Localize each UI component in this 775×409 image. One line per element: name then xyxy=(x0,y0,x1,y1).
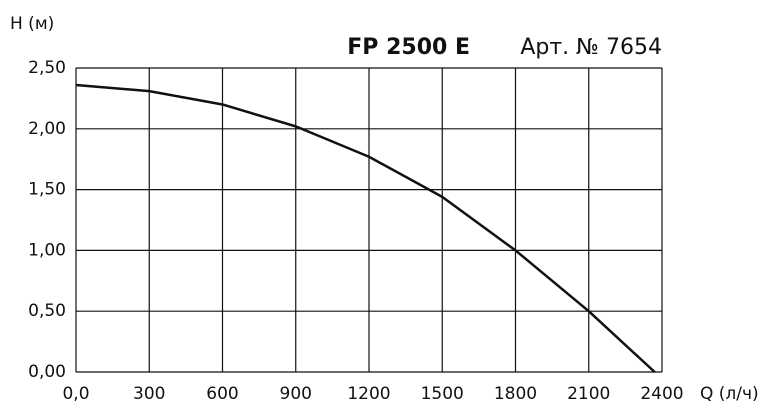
y-tick-label: 2,00 xyxy=(28,119,66,139)
y-tick-label: 1,00 xyxy=(28,240,66,260)
x-tick-label: 2400 xyxy=(640,384,683,404)
x-tick-label: 2100 xyxy=(567,384,610,404)
y-tick-label: 0,50 xyxy=(28,301,66,321)
x-tick-label: 1800 xyxy=(494,384,537,404)
x-tick-label: 1500 xyxy=(421,384,464,404)
x-tick-label: 600 xyxy=(206,384,238,404)
y-tick-label: 0,00 xyxy=(28,362,66,382)
y-tick-label: 1,50 xyxy=(28,180,66,200)
chart-subtitle: Арт. № 7654 xyxy=(520,35,662,60)
chart-title: FP 2500 E xyxy=(347,35,470,60)
y-axis-label: H (м) xyxy=(10,14,54,34)
x-axis-label: Q (л/ч) xyxy=(700,384,759,404)
curve xyxy=(75,83,656,373)
x-tick-label: 900 xyxy=(280,384,312,404)
y-tick-label: 2,50 xyxy=(28,58,66,78)
x-tick-label: 300 xyxy=(133,384,165,404)
x-tick-label: 0,0 xyxy=(62,384,89,404)
x-tick-label: 1200 xyxy=(347,384,390,404)
